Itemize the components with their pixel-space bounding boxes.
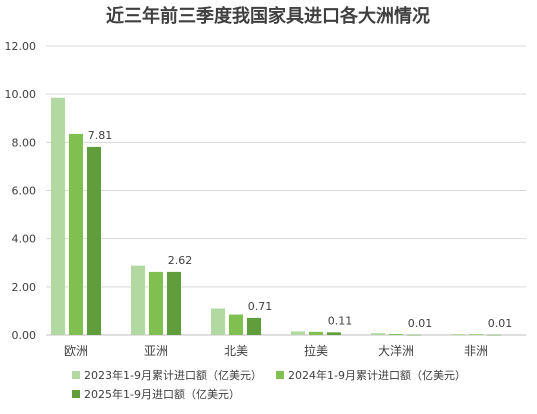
data-label: 0.11: [328, 314, 353, 327]
y-tick-label: 12.00: [5, 40, 37, 53]
bar-亚洲-series-1: [131, 265, 145, 335]
chart-title: 近三年前三季度我国家具进口各大洲情况: [106, 5, 430, 27]
category-label: 大洋洲: [378, 343, 414, 358]
y-tick-label: 8.00: [12, 136, 37, 149]
data-label: 0.71: [248, 300, 273, 313]
data-label: 7.81: [88, 129, 113, 142]
bar-北美-series-2: [229, 314, 243, 335]
bar-亚洲-series-2: [149, 271, 163, 335]
legend-swatch: [72, 390, 80, 398]
category-label: 北美: [224, 344, 248, 358]
bars: [51, 97, 501, 336]
bar-北美-series-3: [247, 317, 261, 335]
bar-拉美-series-1: [291, 331, 305, 335]
category-label: 非洲: [464, 344, 488, 358]
bar-大洋洲-series-3: [407, 334, 421, 336]
legend: 2023年1-9月累计进口额（亿美元） 2024年1-9月累计进口额（亿美元） 20…: [72, 368, 466, 401]
bar-大洋洲-series-2: [389, 334, 403, 335]
category-label: 拉美: [304, 343, 328, 358]
y-tick-label: 10.00: [5, 88, 37, 101]
y-tick-label: 2.00: [12, 281, 37, 294]
legend-label: 2023年1-9月累计进口额（亿美元）: [84, 368, 262, 382]
bar-亚洲-series-3: [167, 271, 181, 335]
bar-非洲-series-1: [451, 334, 465, 335]
legend-swatch: [276, 371, 284, 379]
data-label: 2.62: [168, 254, 193, 267]
data-label: 0.01: [408, 317, 433, 330]
category-label: 欧洲: [64, 344, 88, 358]
y-tick-label: 4.00: [12, 233, 37, 246]
y-tick-label: 0.00: [12, 329, 37, 342]
bar-拉美-series-2: [309, 331, 323, 335]
bar-欧洲-series-1: [51, 97, 65, 335]
legend-label: 2025年1-9月进口额（亿美元）: [84, 387, 240, 401]
x-axis-categories: 欧洲 亚洲 北美 拉美 大洋洲 非洲: [64, 343, 488, 358]
legend-label: 2024年1-9月累计进口额（亿美元）: [288, 368, 466, 382]
bar-大洋洲-series-1: [371, 333, 385, 335]
data-label: 0.01: [488, 317, 513, 330]
data-labels: 7.81 2.62 0.71 0.11 0.01 0.01: [88, 129, 513, 330]
bar-欧洲-series-3: [87, 146, 101, 335]
bar-欧洲-series-2: [69, 133, 83, 335]
bar-拉美-series-3: [327, 332, 341, 335]
gridlines: [46, 45, 526, 336]
bar-非洲-series-2: [469, 334, 483, 335]
y-axis-ticks: 0.00 2.00 4.00 6.00 8.00 10.00 12.00: [5, 40, 37, 342]
y-tick-label: 6.00: [12, 185, 37, 198]
bar-北美-series-1: [211, 308, 225, 335]
legend-swatch: [72, 371, 80, 379]
bar-非洲-series-3: [487, 334, 501, 336]
category-label: 亚洲: [144, 344, 168, 358]
